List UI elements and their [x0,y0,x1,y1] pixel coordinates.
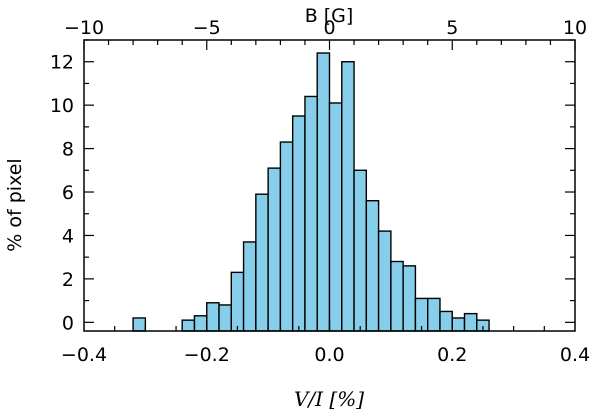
histogram-bar [451,317,466,332]
x-tick-label: 0.4 [560,344,590,366]
top-axis-title: B [G] [305,5,354,27]
histogram-bar [316,52,331,332]
x-tick-label: −0.4 [61,344,107,366]
tick-labels-group: −0.4 −0.2 0.0 0.2 0.4 −10 −5 0 5 10 0 2 4 6 8 10 12 [50,17,590,366]
histogram-bar [132,317,147,332]
histogram-bar [230,271,245,332]
histogram-bar [242,241,257,332]
x-axis-title: V/I [%] [294,387,364,411]
y-tick-label: 2 [62,269,74,291]
histogram-bar [341,61,355,332]
y-axis-title: % of pixel [4,158,26,251]
histogram-bar [267,167,282,332]
top-tick-label: −5 [193,17,221,39]
y-tick-label: 12 [50,52,74,74]
histogram-bar [279,141,294,332]
histogram-bar [193,315,208,332]
ticks-group [83,39,576,331]
histogram-bar [304,95,318,332]
top-tick-label: 0 [323,17,335,39]
histogram-bar [439,310,453,332]
y-tick-label: 8 [62,139,74,161]
histogram-bar [365,200,380,332]
plot-frame [83,39,576,332]
top-tick-label: 5 [446,17,458,39]
y-tick-label: 0 [62,312,74,334]
y-tick-label: 4 [62,225,74,247]
histogram-bar [255,193,269,332]
histogram-bar [353,169,368,332]
x-tick-label: −0.2 [184,344,230,366]
x-tick-label: 0.2 [437,344,467,366]
histogram-bar [390,260,404,332]
histogram-bar [463,312,478,332]
x-tick-label: 0.0 [314,344,344,366]
top-tick-label: −10 [64,17,104,39]
histogram-bar [427,297,441,332]
histogram-bar [291,115,306,332]
y-tick-label: 6 [62,182,74,204]
top-tick-label: 10 [563,17,587,39]
histogram-bar [402,265,417,332]
histogram-bar [377,230,392,332]
bars-group [132,52,490,332]
histogram-bar [218,304,232,332]
histogram-bar [328,102,343,332]
histogram-bar [181,319,196,332]
y-tick-label: 10 [50,95,74,117]
histogram-bar [206,302,220,332]
